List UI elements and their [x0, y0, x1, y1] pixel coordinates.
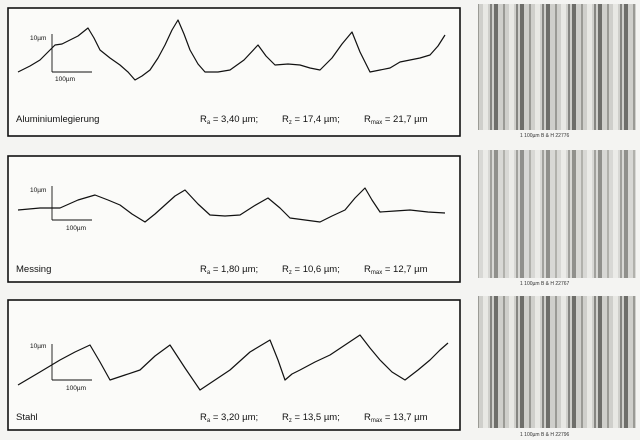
material: Messing [16, 264, 51, 275]
subscript: a [207, 418, 211, 424]
value: = 13,7 µm [382, 412, 427, 423]
micrograph [478, 4, 636, 130]
symbol: R [282, 114, 289, 125]
parameter: Rmax = 13,7 µm [364, 412, 428, 424]
value: = 10,6 µm; [292, 264, 340, 275]
panel: 10µm 100µm Aluminiumlegierung Ra = 3,40 … [7, 4, 636, 139]
profile [17, 19, 446, 81]
parameter: Rz = 10,6 µm; [282, 264, 340, 276]
parameter: Ra = 3,20 µm; [200, 412, 258, 424]
panel-frame [7, 299, 461, 431]
subscript: max [371, 418, 382, 424]
scale-label: 100µm [66, 225, 86, 232]
parameter: Ra = 1,80 µm; [200, 264, 258, 276]
panel: 10µm 100µm Messing Ra = 1,80 µm; Rz = 10… [7, 150, 636, 287]
symbol: R [282, 264, 289, 275]
value: = 3,40 µm; [210, 114, 258, 125]
value: = 21,7 µm [382, 114, 427, 125]
symbol: R [200, 264, 207, 275]
scale-label: 100µm [66, 385, 86, 392]
image-caption: 1 100µm B & H 22776 [520, 133, 570, 139]
symbol: R [200, 114, 207, 125]
profile [17, 187, 446, 223]
parameter: Rmax = 12,7 µm [364, 264, 428, 276]
symbol: R [364, 114, 371, 125]
value: = 3,20 µm; [210, 412, 258, 423]
parameter: Ra = 3,40 µm; [200, 114, 258, 126]
symbol: R [364, 264, 371, 275]
material: Stahl [16, 412, 38, 423]
subscript: z [289, 418, 292, 424]
profile [17, 334, 449, 391]
subscript: z [289, 120, 292, 126]
value: = 17,4 µm; [292, 114, 340, 125]
symbol: R [200, 412, 207, 423]
symbol: R [364, 412, 371, 423]
image-caption: 1 100µm B & H 22767 [520, 281, 570, 287]
value: = 1,80 µm; [210, 264, 258, 275]
value: = 12,7 µm [382, 264, 427, 275]
micrograph [478, 150, 636, 278]
scale-label: 10µm [30, 187, 46, 194]
scale-label: 10µm [30, 35, 46, 42]
material: Aluminiumlegierung [16, 114, 99, 125]
subscript: max [371, 120, 382, 126]
micrograph [478, 296, 636, 428]
subscript: a [207, 120, 211, 126]
parameter: Rz = 17,4 µm; [282, 114, 340, 126]
subscript: z [289, 270, 292, 276]
parameter: Rz = 13,5 µm; [282, 412, 340, 424]
subscript: a [207, 270, 211, 276]
image-caption: 1 100µm B & H 22796 [520, 432, 570, 438]
scale-label: 10µm [30, 343, 46, 350]
parameter: Rmax = 21,7 µm [364, 114, 428, 126]
scale-label: 100µm [55, 76, 75, 83]
panel: 10µm 100µm Stahl Ra = 3,20 µm; Rz = 13,5… [7, 296, 636, 438]
value: = 13,5 µm; [292, 412, 340, 423]
panel-frame [7, 155, 461, 283]
symbol: R [282, 412, 289, 423]
subscript: max [371, 270, 382, 276]
